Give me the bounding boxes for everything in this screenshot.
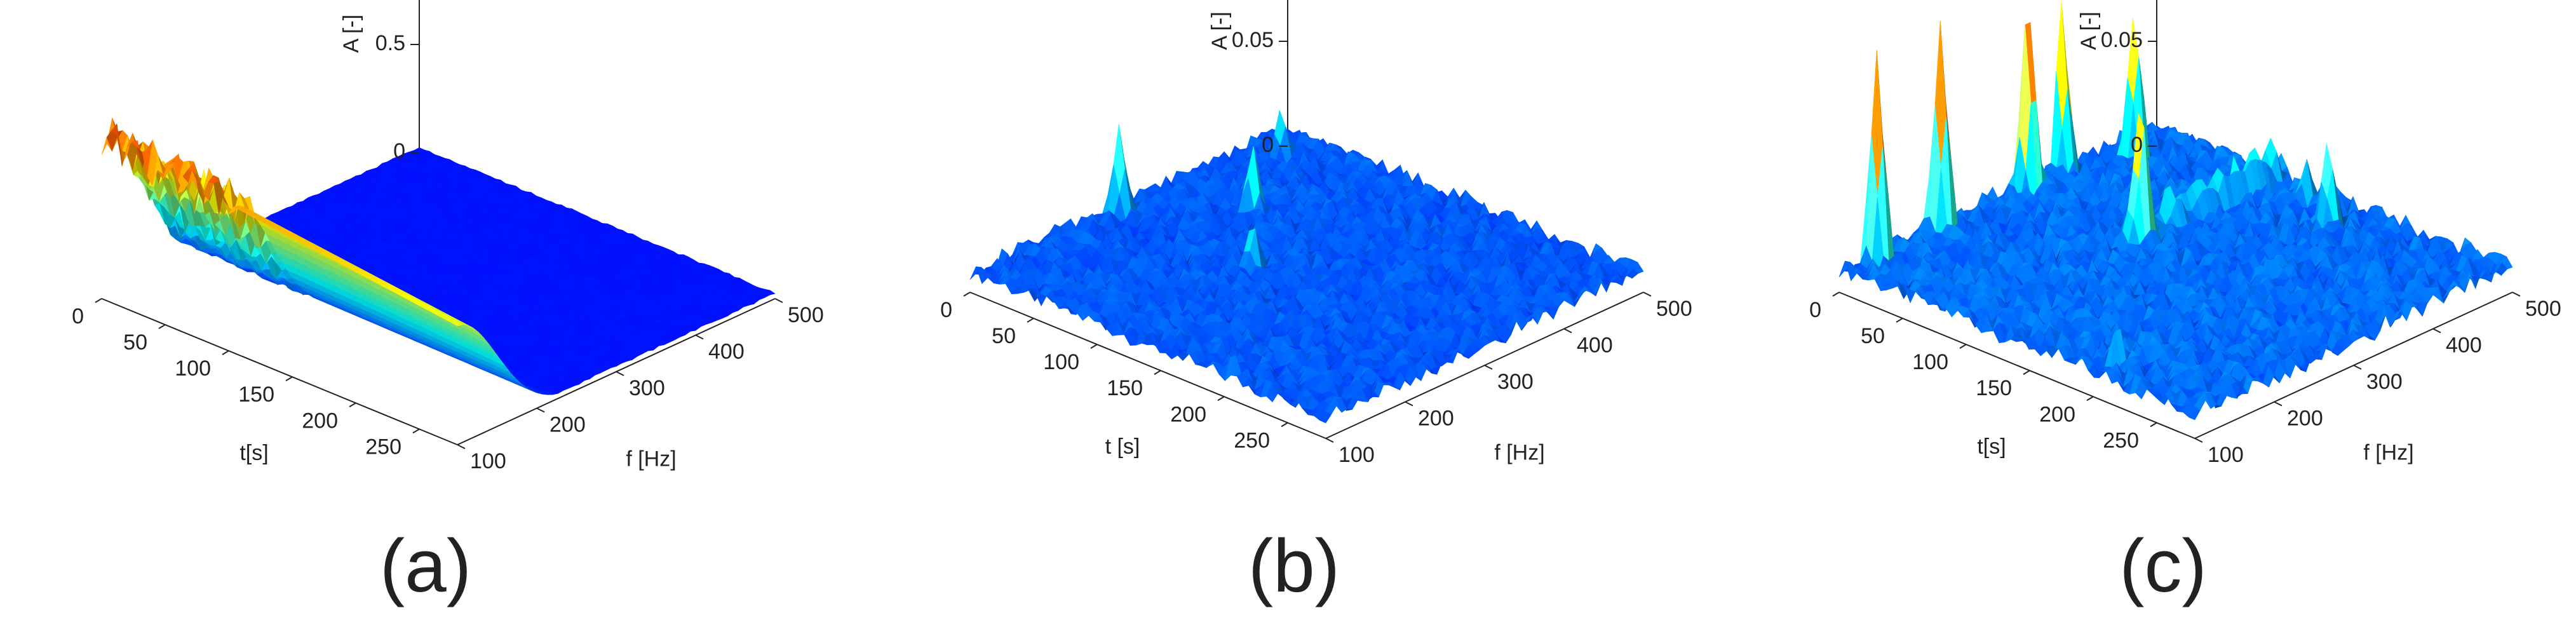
t-tick-label: 0	[72, 304, 84, 328]
panel-a: 00.51050100150200250100200300400500t[s]f…	[72, 0, 824, 608]
t-tick-label: 150	[238, 382, 274, 407]
z-axis-label: A [-]	[339, 15, 363, 53]
f-tick-mark	[696, 335, 703, 339]
f-tick-label: 300	[629, 376, 665, 400]
panel-b: 00.050.1050100150200250100200300400500t …	[940, 0, 1692, 608]
f-tick-label: 400	[708, 339, 745, 363]
t-tick-mark	[286, 377, 292, 381]
t-tick-label: 50	[123, 330, 147, 355]
t-tick-mark	[222, 351, 229, 355]
f-tick-mark	[775, 299, 783, 302]
t-tick-label: 250	[365, 435, 401, 459]
t-axis-label: t[s]	[239, 441, 268, 465]
f-tick-label: 200	[550, 412, 586, 436]
t-tick-mark	[413, 429, 419, 433]
t-tick-label: 100	[175, 356, 211, 381]
t-tick-mark	[95, 299, 102, 302]
f-tick-label: 500	[788, 303, 824, 327]
f-tick-mark	[616, 372, 624, 376]
t-tick-label: 200	[302, 409, 338, 433]
t-tick-mark	[159, 325, 165, 328]
t-tick-mark	[349, 403, 356, 407]
z-tick-label: 0.5	[375, 31, 405, 55]
z-tick-label: 0	[393, 139, 405, 163]
surface	[970, 111, 1643, 423]
f-tick-mark	[537, 409, 544, 412]
f-tick-label: 100	[470, 449, 506, 473]
surface	[102, 118, 775, 395]
f-tick-mark	[457, 445, 465, 449]
f-axis-label: f [Hz]	[626, 447, 676, 471]
panel-label: (a)	[380, 524, 471, 608]
